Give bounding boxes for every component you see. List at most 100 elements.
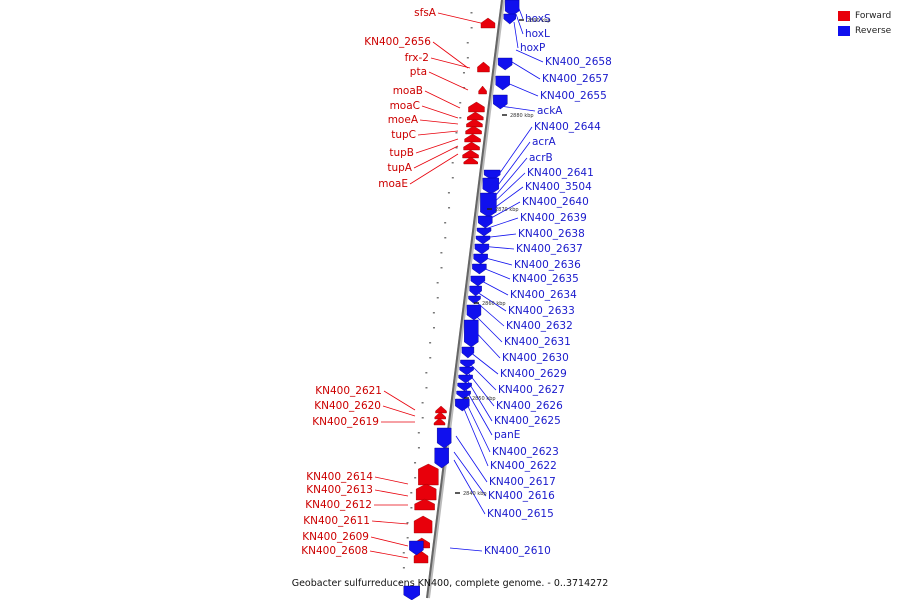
forward-gene-block[interactable] xyxy=(414,498,435,511)
forward-gene-label[interactable]: tupB xyxy=(389,147,414,159)
reverse-gene-label[interactable]: panE xyxy=(494,429,520,441)
forward-gene-label[interactable]: KN400_2614 xyxy=(306,471,373,483)
reverse-gene-block[interactable] xyxy=(456,390,471,400)
reverse-gene-block[interactable] xyxy=(480,192,497,218)
reverse-gene-block[interactable] xyxy=(461,346,475,359)
reverse-gene-block[interactable] xyxy=(436,427,452,449)
forward-gene-block[interactable] xyxy=(467,111,484,121)
forward-gene-block[interactable] xyxy=(477,61,490,73)
forward-gene-block[interactable] xyxy=(463,141,480,151)
forward-gene-label[interactable]: frx-2 xyxy=(405,52,429,64)
forward-gene-label[interactable]: KN400_2621 xyxy=(315,385,382,397)
reverse-gene-block[interactable] xyxy=(503,13,516,25)
forward-gene-block[interactable] xyxy=(433,417,446,426)
axis-minor-mark xyxy=(406,522,409,524)
reverse-gene-label[interactable]: KN400_2635 xyxy=(512,273,579,285)
reverse-gene-label[interactable]: KN400_2626 xyxy=(496,400,563,412)
reverse-gene-label[interactable]: KN400_2644 xyxy=(534,121,601,133)
reverse-gene-label[interactable]: KN400_2641 xyxy=(527,167,594,179)
reverse-gene-block[interactable] xyxy=(478,215,493,229)
reverse-gene-label[interactable]: KN400_2629 xyxy=(500,368,567,380)
reverse-gene-label[interactable]: KN400_2639 xyxy=(520,212,587,224)
reverse-gene-block[interactable] xyxy=(483,169,501,181)
reverse-gene-block[interactable] xyxy=(475,235,491,245)
reverse-gene-label[interactable]: hoxL xyxy=(525,28,550,40)
reverse-gene-label[interactable]: acrA xyxy=(532,136,557,148)
reverse-gene-label[interactable]: acrB xyxy=(529,152,553,164)
reverse-gene-label[interactable]: KN400_2630 xyxy=(502,352,569,364)
forward-gene-block[interactable] xyxy=(462,149,479,159)
forward-gene-label[interactable]: KN400_2611 xyxy=(303,515,370,527)
reverse-gene-label[interactable]: ackA xyxy=(537,105,563,117)
reverse-gene-label[interactable]: KN400_2617 xyxy=(489,476,556,488)
reverse-gene-label[interactable]: KN400_2634 xyxy=(510,289,577,301)
reverse-gene-label[interactable]: KN400_2615 xyxy=(487,508,554,520)
reverse-gene-label[interactable]: KN400_2657 xyxy=(542,73,609,85)
tick-label: 2890 kbp xyxy=(527,18,551,24)
forward-gene-label[interactable]: KN400_2619 xyxy=(312,416,379,428)
forward-gene-block[interactable] xyxy=(465,125,482,135)
reverse-gene-block[interactable] xyxy=(434,447,449,469)
axis-minor-mark xyxy=(399,582,402,584)
reverse-gene-block[interactable] xyxy=(470,275,486,287)
forward-gene-block[interactable] xyxy=(468,101,485,113)
axis-minor-mark xyxy=(447,192,450,194)
reverse-gene-block[interactable] xyxy=(409,540,424,556)
forward-gene-label[interactable]: KN400_2612 xyxy=(305,499,372,511)
forward-gene-block[interactable] xyxy=(463,156,478,165)
reverse-gene-label[interactable]: KN400_2633 xyxy=(508,305,575,317)
forward-gene-label[interactable]: sfsA xyxy=(414,7,437,19)
forward-gene-label[interactable]: moeA xyxy=(388,114,419,126)
forward-leader-line xyxy=(424,90,461,109)
forward-gene-label[interactable]: tupA xyxy=(387,162,412,174)
reverse-gene-label[interactable]: KN400_2636 xyxy=(514,259,581,271)
reverse-gene-label[interactable]: KN400_2610 xyxy=(484,545,551,557)
reverse-gene-label[interactable]: KN400_2637 xyxy=(516,243,583,255)
reverse-gene-label[interactable]: hoxP xyxy=(520,42,545,54)
reverse-gene-label[interactable]: KN400_2625 xyxy=(494,415,561,427)
reverse-gene-label[interactable]: KN400_2622 xyxy=(490,460,557,472)
forward-gene-block[interactable] xyxy=(435,405,447,414)
reverse-gene-block[interactable] xyxy=(495,75,510,91)
forward-gene-block[interactable] xyxy=(464,133,481,143)
reverse-gene-block[interactable] xyxy=(497,57,513,71)
reverse-gene-label[interactable]: KN400_2658 xyxy=(545,56,612,68)
reverse-gene-label[interactable]: KN400_2631 xyxy=(504,336,571,348)
tick-label: 2850 kbp xyxy=(472,396,496,402)
reverse-gene-label[interactable]: hoxS xyxy=(525,13,551,25)
reverse-gene-block[interactable] xyxy=(504,0,520,17)
forward-gene-block[interactable] xyxy=(466,118,483,128)
forward-gene-label[interactable]: KN400_2608 xyxy=(301,545,368,557)
forward-gene-label[interactable]: moaC xyxy=(390,100,420,112)
forward-gene-block[interactable] xyxy=(480,17,496,29)
forward-gene-block[interactable] xyxy=(434,411,446,420)
reverse-gene-label[interactable]: KN400_2655 xyxy=(540,90,607,102)
reverse-gene-block[interactable] xyxy=(474,243,490,255)
reverse-gene-block[interactable] xyxy=(403,585,420,600)
reverse-gene-label[interactable]: KN400_2632 xyxy=(506,320,573,332)
axis-minor-mark xyxy=(462,72,465,74)
forward-gene-label[interactable]: moaB xyxy=(393,85,423,97)
forward-gene-label[interactable]: KN400_2613 xyxy=(306,484,373,496)
forward-gene-block[interactable] xyxy=(413,515,433,534)
forward-gene-label[interactable]: pta xyxy=(410,66,427,78)
reverse-gene-block[interactable] xyxy=(466,304,482,321)
reverse-gene-block[interactable] xyxy=(473,253,488,265)
forward-gene-label[interactable]: KN400_2620 xyxy=(314,400,381,412)
forward-gene-block[interactable] xyxy=(418,463,439,486)
forward-gene-block[interactable] xyxy=(478,85,487,95)
reverse-gene-block[interactable] xyxy=(464,319,479,348)
reverse-gene-label[interactable]: KN400_2616 xyxy=(488,490,555,502)
reverse-gene-label[interactable]: KN400_2638 xyxy=(518,228,585,240)
forward-gene-label[interactable]: tupC xyxy=(391,129,416,141)
forward-gene-label[interactable]: moaE xyxy=(378,178,408,190)
forward-gene-label[interactable]: KN400_2656 xyxy=(364,36,431,48)
reverse-gene-label[interactable]: KN400_2627 xyxy=(498,384,565,396)
reverse-gene-label[interactable]: KN400_3504 xyxy=(525,181,592,193)
reverse-gene-label[interactable]: KN400_2623 xyxy=(492,446,559,458)
reverse-gene-block[interactable] xyxy=(472,263,487,275)
forward-gene-label[interactable]: KN400_2609 xyxy=(302,531,369,543)
legend-forward: Forward xyxy=(838,8,891,23)
forward-gene-block[interactable] xyxy=(415,483,437,501)
reverse-gene-label[interactable]: KN400_2640 xyxy=(522,196,589,208)
